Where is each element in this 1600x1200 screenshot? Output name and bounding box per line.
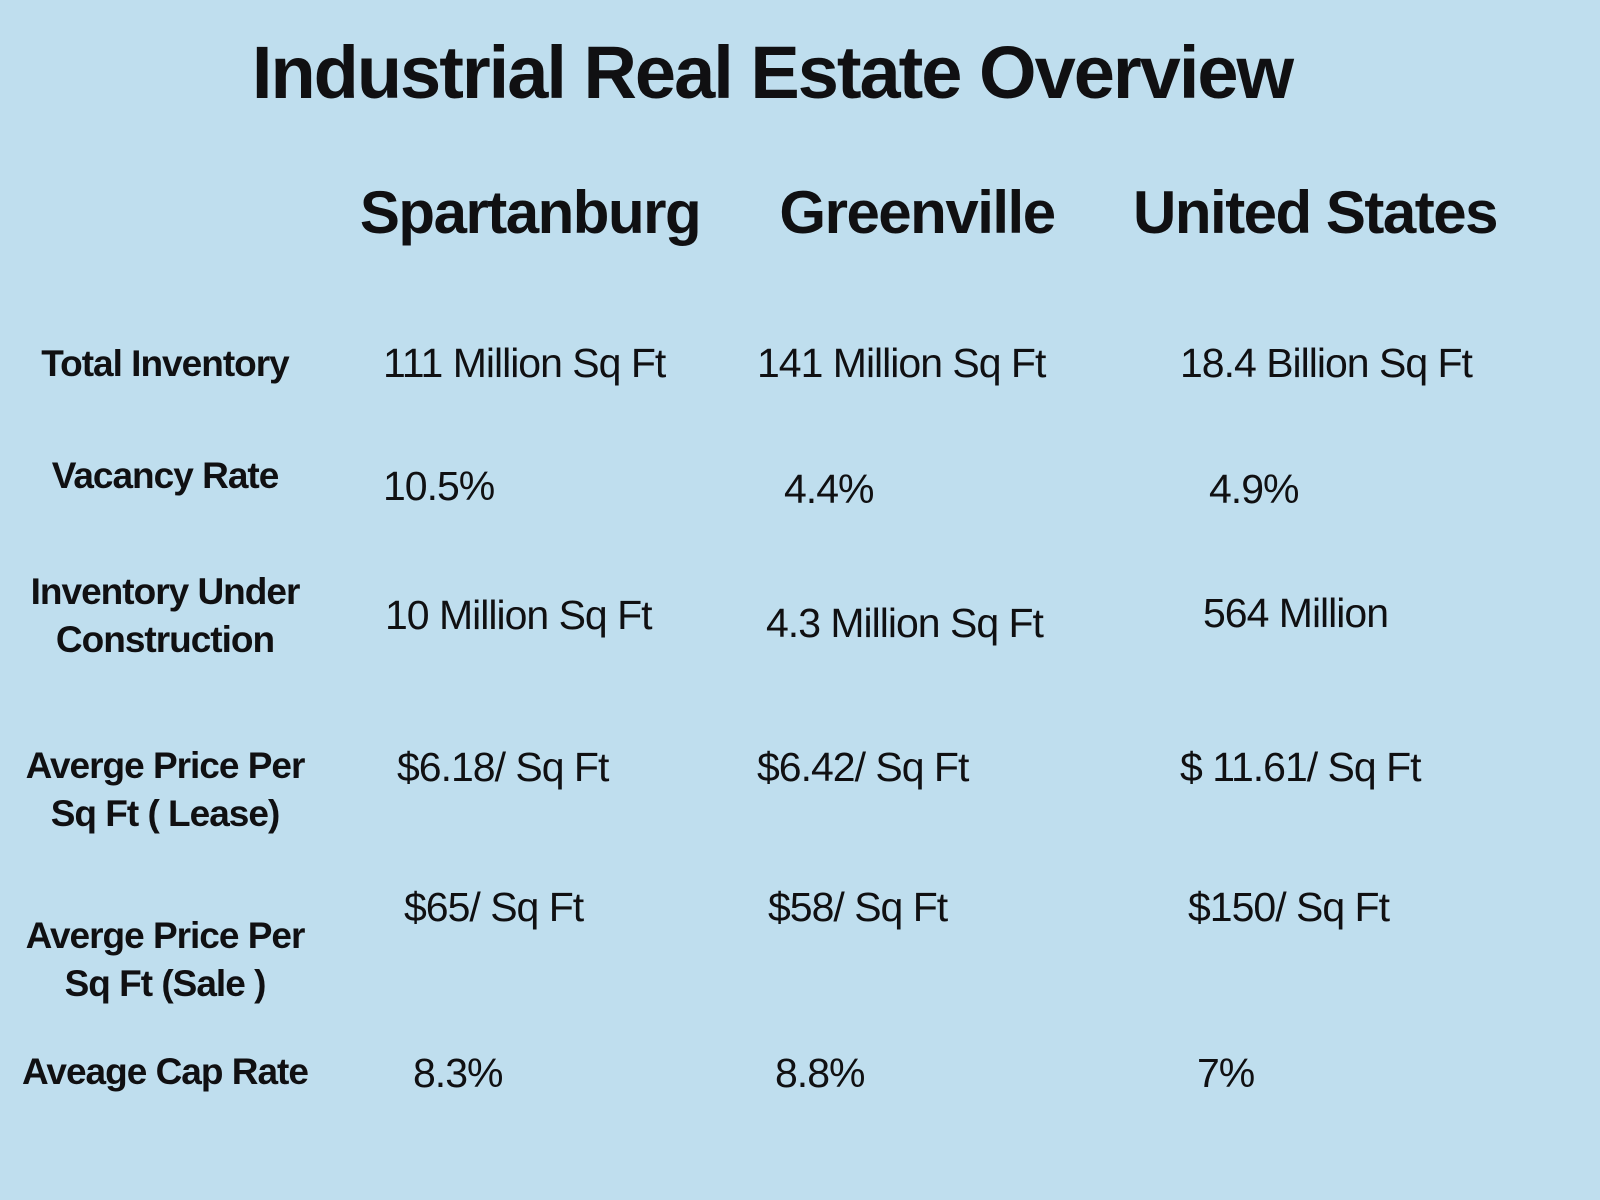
cell-total-inventory-greenville: 141 Million Sq Ft: [757, 340, 1046, 386]
cell-vacancy-rate-spartanburg: 10.5%: [383, 463, 495, 509]
cell-vacancy-rate-greenville: 4.4%: [784, 466, 874, 512]
cell-sale-price-united-states: $150/ Sq Ft: [1188, 884, 1390, 930]
cell-sale-price-spartanburg: $65/ Sq Ft: [404, 884, 584, 930]
cell-total-inventory-united-states: 18.4 Billion Sq Ft: [1180, 340, 1473, 386]
cell-under-construction-spartanburg: 10 Million Sq Ft: [385, 592, 653, 638]
column-header-greenville: Greenville: [779, 179, 1056, 246]
cell-sale-price-greenville: $58/ Sq Ft: [768, 884, 948, 930]
row-label-inventory-under-construction: Inventory Under Construction: [30, 571, 301, 660]
cell-lease-price-united-states: $ 11.61/ Sq Ft: [1180, 744, 1422, 790]
row-label-average-price-per-sqft-lease: Averge Price Per Sq Ft ( Lease): [25, 745, 306, 834]
row-label-average-cap-rate: Aveage Cap Rate: [22, 1051, 309, 1092]
cell-total-inventory-spartanburg: 111 Million Sq Ft: [383, 340, 666, 386]
cell-under-construction-greenville: 4.3 Million Sq Ft: [766, 600, 1044, 646]
cell-cap-rate-united-states: 7%: [1197, 1050, 1255, 1096]
cell-vacancy-rate-united-states: 4.9%: [1209, 466, 1299, 512]
row-label-vacancy-rate: Vacancy Rate: [51, 455, 280, 496]
column-header-united-states: United States: [1133, 179, 1498, 246]
cell-lease-price-greenville: $6.42/ Sq Ft: [757, 744, 969, 790]
cell-lease-price-spartanburg: $6.18/ Sq Ft: [397, 744, 609, 790]
row-label-total-inventory: Total Inventory: [41, 343, 289, 384]
cell-cap-rate-spartanburg: 8.3%: [413, 1050, 503, 1096]
cell-under-construction-united-states: 564 Million: [1203, 590, 1389, 636]
page-title: Industrial Real Estate Overview: [251, 31, 1294, 114]
cell-cap-rate-greenville: 8.8%: [775, 1050, 865, 1096]
column-header-spartanburg: Spartanburg: [359, 179, 702, 246]
row-label-average-price-per-sqft-sale: Averge Price Per Sq Ft (Sale ): [25, 915, 306, 1004]
